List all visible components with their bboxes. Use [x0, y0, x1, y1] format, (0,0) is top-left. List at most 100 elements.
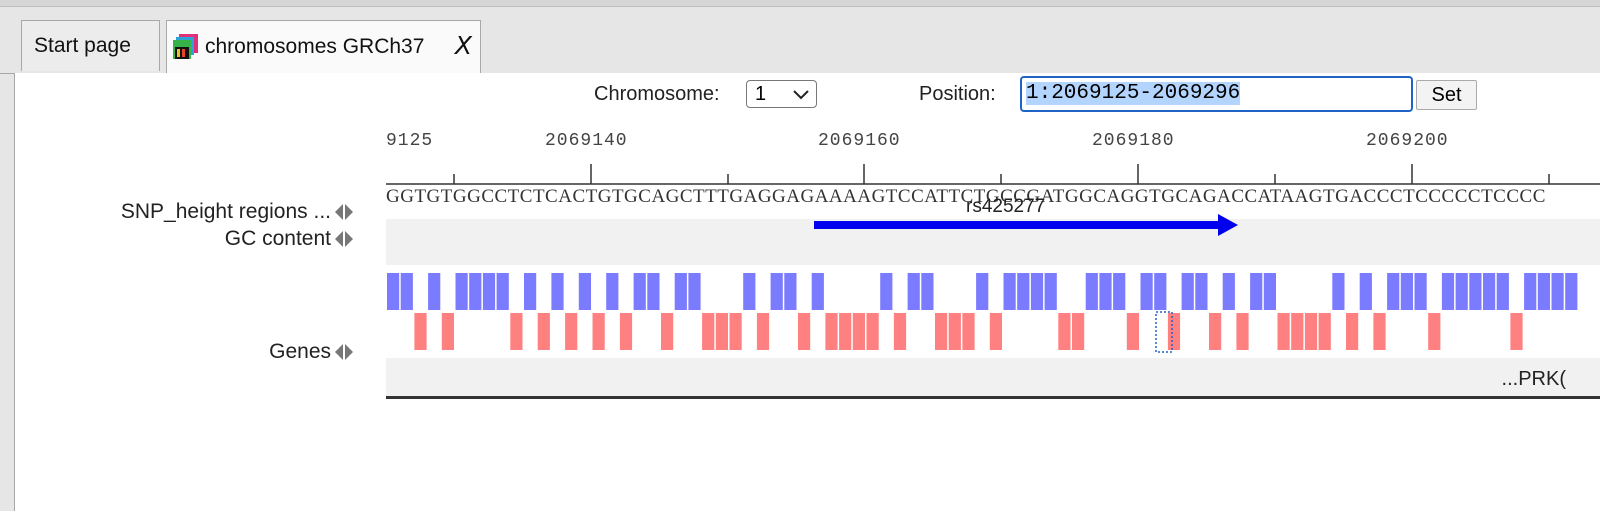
gc-base-bar	[976, 273, 989, 310]
gc-base-bar	[1387, 273, 1400, 310]
gc-base-bar	[1510, 313, 1523, 350]
gc-base-bar	[962, 313, 975, 350]
gc-base-bar	[1058, 313, 1071, 350]
gc-base-bar	[715, 313, 728, 350]
track-genes[interactable]: Genes	[269, 340, 354, 364]
track-gc-content[interactable]: GC content	[225, 227, 354, 251]
gc-base-bar	[1003, 273, 1016, 310]
snp-feature-arrow[interactable]	[814, 214, 1240, 236]
gc-base-bar	[1140, 273, 1153, 310]
track-label: GC content	[224, 227, 331, 250]
gc-base-bar	[798, 313, 811, 350]
gc-base-bar	[935, 313, 948, 350]
gc-base-bar	[1044, 273, 1057, 310]
position-input[interactable]: 1:2069125-2069296	[1020, 76, 1413, 112]
gc-base-bar	[1126, 313, 1139, 350]
snp-label[interactable]: rs425277	[966, 196, 1046, 217]
gc-base-bar	[1524, 273, 1537, 310]
gc-base-bar	[1304, 313, 1318, 350]
gc-base-bar	[1277, 313, 1290, 350]
chromosome-select[interactable]: 1	[746, 80, 817, 108]
gc-base-bar	[825, 313, 838, 350]
gc-base-bar	[674, 273, 687, 310]
gc-base-bar	[1017, 273, 1030, 310]
gc-base-bar	[1332, 273, 1345, 310]
chromosome-browser-icon	[171, 33, 199, 61]
gc-base-bar	[852, 313, 865, 350]
gc-base-bar	[524, 273, 537, 310]
track-snp-height[interactable]: SNP_height regions ...	[121, 200, 354, 224]
gc-base-bar	[688, 273, 701, 310]
gc-base-bar	[1537, 273, 1550, 310]
tab-start-page[interactable]: Start page	[21, 20, 160, 71]
gc-base-bar	[1400, 273, 1413, 310]
gc-base-bar	[811, 273, 824, 310]
gc-base-bar	[1483, 273, 1496, 310]
gc-base-bar	[647, 273, 660, 310]
gc-base-bar	[1346, 313, 1359, 350]
gc-base-bar	[989, 313, 1002, 350]
gc-base-bar	[606, 273, 619, 310]
gc-base-bar	[1099, 273, 1112, 310]
gc-base-bar	[510, 313, 523, 350]
gc-base-bar	[578, 273, 591, 310]
gc-base-bar	[1236, 313, 1249, 350]
gc-base-bar	[770, 273, 783, 310]
gene-label[interactable]: ...PRK(	[1501, 368, 1566, 390]
gc-base-bar	[1167, 313, 1181, 350]
set-button[interactable]: Set	[1416, 80, 1477, 110]
gc-base-bar	[1551, 273, 1564, 310]
gc-base-bar	[907, 273, 920, 310]
dna-sequence: GGTGTGGCCTCTCACTGTGCAGCTTTGAGGAGAAAAGTCC…	[386, 186, 1546, 207]
gc-base-bar	[537, 313, 550, 350]
gc-base-bar	[1318, 313, 1331, 350]
gc-base-bar	[1113, 273, 1126, 310]
gc-base-bar	[619, 313, 633, 350]
gc-content-track	[387, 273, 1578, 353]
gc-base-bar	[661, 313, 674, 350]
gc-base-bar	[496, 273, 509, 310]
gc-base-bar	[482, 273, 496, 310]
track-nav-arrows-icon[interactable]	[334, 204, 354, 220]
gc-base-bar	[441, 313, 454, 350]
gc-base-bar	[428, 273, 441, 310]
gc-base-bar	[743, 273, 756, 310]
gc-base-bar	[1072, 313, 1085, 350]
gc-base-bar	[1565, 273, 1578, 310]
gc-base-bar	[1496, 273, 1509, 310]
gc-base-bar	[1263, 273, 1276, 310]
gc-base-bar	[839, 313, 852, 350]
chromosome-value: 1	[755, 83, 767, 105]
ruler-label: 2069180	[1092, 131, 1175, 151]
selected-base-highlight[interactable]	[1155, 311, 1173, 353]
track-nav-arrows-icon[interactable]	[334, 344, 354, 360]
tab-chromosomes[interactable]: chromosomes GRCh37 X	[166, 20, 481, 73]
gc-base-bar	[921, 273, 934, 310]
gc-base-bar	[387, 273, 400, 310]
gc-base-bar	[1373, 313, 1386, 350]
gc-base-bar	[400, 273, 413, 310]
gc-base-bar	[633, 273, 646, 310]
gc-base-bar	[1030, 273, 1044, 310]
gc-base-bar	[1154, 273, 1167, 310]
gc-base-bar	[866, 313, 879, 350]
gc-base-bar	[1250, 273, 1263, 310]
ruler-label: 9125	[386, 131, 434, 151]
gc-base-bar	[1291, 313, 1304, 350]
gc-base-bar	[948, 313, 961, 350]
gc-base-bar	[1085, 273, 1098, 310]
window-top-border	[0, 0, 1600, 7]
gc-base-bar	[1181, 273, 1194, 310]
close-icon[interactable]: X	[454, 31, 472, 60]
gc-base-bar	[1209, 313, 1222, 350]
gc-base-bar	[592, 313, 605, 350]
tab-bar: Start page chromosomes GRCh37 X	[0, 7, 1600, 74]
track-nav-arrows-icon[interactable]	[334, 231, 354, 247]
gc-base-bar	[893, 313, 907, 350]
gc-base-bar	[1359, 273, 1372, 310]
position-value: 1:2069125-2069296	[1026, 82, 1241, 105]
gc-base-bar	[414, 313, 427, 350]
chromosome-label: Chromosome:	[594, 83, 720, 105]
tab-label: chromosomes GRCh37	[205, 35, 425, 58]
gc-base-bar	[729, 313, 742, 350]
